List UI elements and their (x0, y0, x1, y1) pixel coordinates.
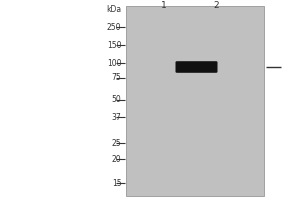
Text: 15: 15 (112, 178, 122, 188)
Text: 150: 150 (107, 40, 122, 49)
Text: 1: 1 (160, 0, 166, 9)
Text: 2: 2 (213, 0, 219, 9)
Text: 37: 37 (112, 112, 122, 121)
FancyBboxPatch shape (176, 61, 218, 73)
Text: 75: 75 (112, 73, 122, 82)
Text: 100: 100 (107, 58, 122, 68)
Text: kDa: kDa (106, 4, 122, 14)
Bar (126, 6, 264, 196)
Text: 250: 250 (107, 22, 122, 31)
Text: 20: 20 (112, 154, 122, 164)
Text: 50: 50 (112, 96, 122, 104)
Text: 25: 25 (112, 138, 122, 148)
